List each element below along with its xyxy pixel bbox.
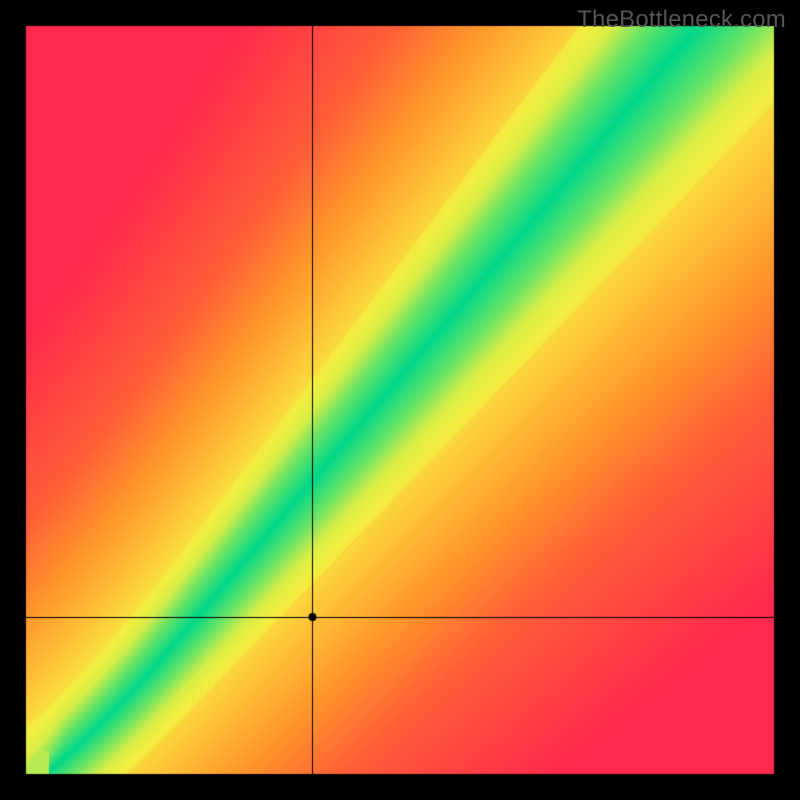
watermark-text: TheBottleneck.com <box>577 6 786 34</box>
chart-container: TheBottleneck.com <box>0 0 800 800</box>
bottleneck-heatmap-canvas <box>0 0 800 800</box>
